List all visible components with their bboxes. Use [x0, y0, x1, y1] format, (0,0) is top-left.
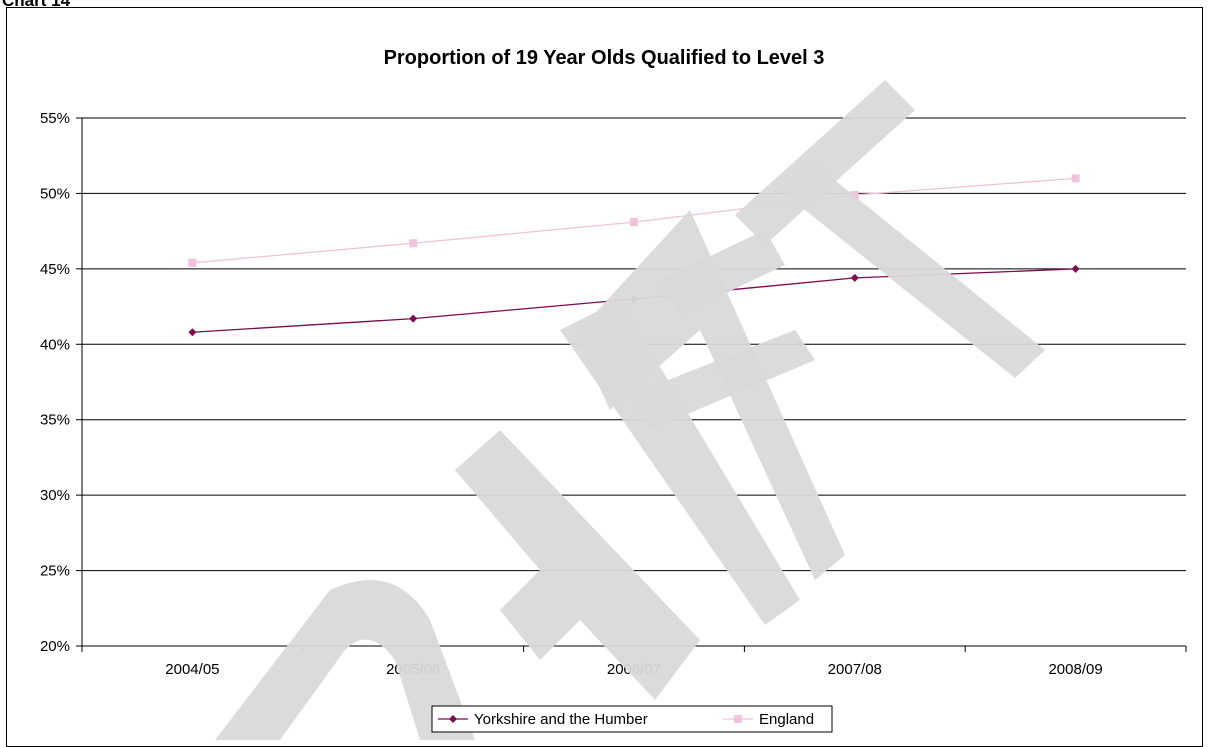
legend-item: England [723, 711, 814, 728]
data-point [1071, 174, 1080, 183]
watermark-stroke [630, 330, 815, 430]
y-tick-label: 25% [40, 563, 70, 580]
legend-label: Yorkshire and the Humber [474, 711, 648, 728]
data-point [1071, 264, 1080, 273]
y-tick-label: 55% [40, 110, 70, 127]
legend-marker [449, 715, 457, 723]
legend-box [431, 705, 833, 733]
watermark-stroke [735, 80, 915, 245]
y-tick-label: 20% [40, 638, 70, 655]
y-tick-labels: 20% 25% 30% 35% 40% 45% 50% 55% [40, 110, 70, 655]
legend-marker [734, 715, 742, 723]
page-heading: Chart 14 [2, 0, 71, 10]
data-point [409, 314, 418, 323]
x-tick-label: 2007/08 [828, 661, 882, 678]
y-tick-label: 40% [40, 336, 70, 353]
legend-item: Yorkshire and the Humber [438, 711, 648, 728]
y-tick-label: 45% [40, 261, 70, 278]
watermark-stroke [575, 210, 845, 580]
draft-watermark [215, 80, 1045, 740]
watermark-stroke [780, 160, 1045, 378]
legend-label: England [759, 711, 814, 728]
y-tick-label: 50% [40, 185, 70, 202]
x-tick-label: 2008/09 [1048, 661, 1102, 678]
data-point [188, 328, 197, 337]
data-point [630, 218, 638, 227]
data-point [850, 273, 859, 282]
data-point [409, 239, 418, 248]
y-tick-label: 35% [40, 412, 70, 429]
legend: Yorkshire and the Humber England [431, 705, 833, 733]
watermark-stroke [215, 580, 475, 740]
x-tick-label: 2004/05 [165, 661, 219, 678]
data-point [188, 258, 197, 267]
chart-title: Proportion of 19 Year Olds Qualified to … [384, 47, 825, 69]
data-point [850, 190, 859, 199]
series-england [188, 174, 1080, 267]
watermark-stroke [455, 430, 700, 700]
watermark-stroke [660, 230, 785, 315]
y-tick-label: 30% [40, 487, 70, 504]
